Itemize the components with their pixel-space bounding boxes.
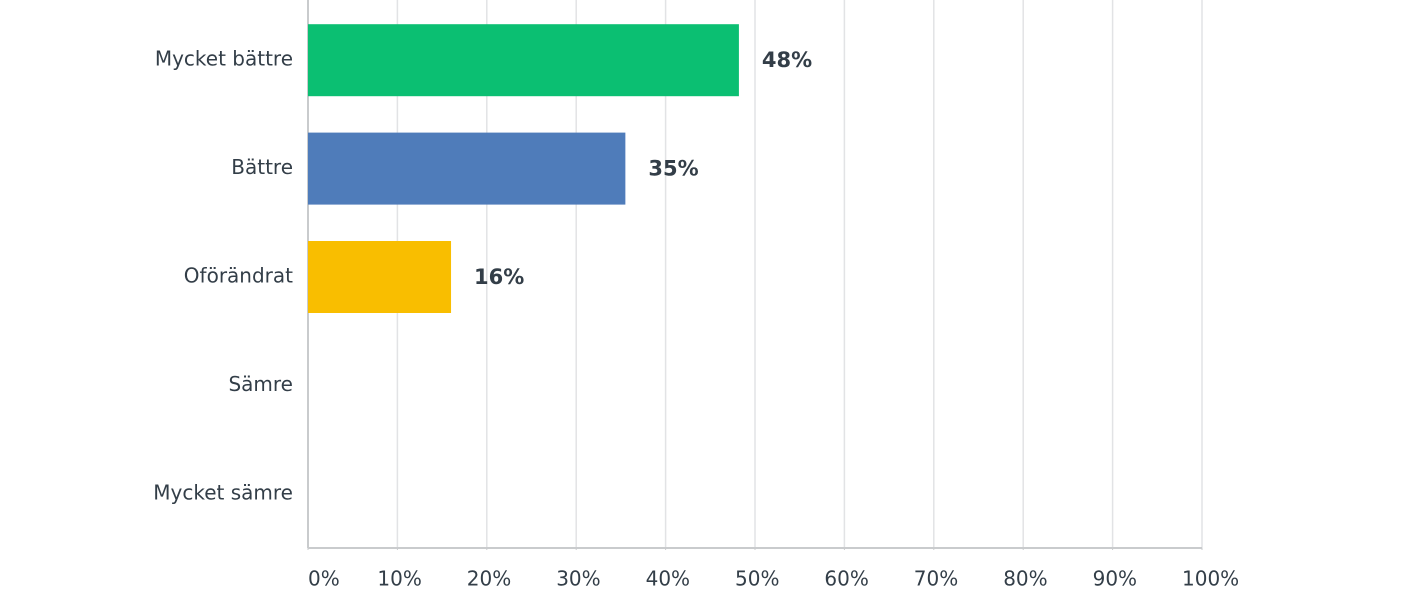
bar [308, 132, 626, 205]
value-label: 48% [762, 48, 812, 72]
x-tick-label: 30% [556, 567, 600, 591]
y-tick-label: Mycket bättre [155, 47, 293, 71]
x-tick-label: 100% [1182, 567, 1239, 591]
value-label: 16% [474, 265, 524, 289]
y-tick-label: Oförändrat [184, 264, 293, 288]
x-tick-label: 20% [467, 567, 511, 591]
y-tick-label: Sämre [228, 372, 293, 396]
y-tick-label: Mycket sämre [153, 480, 293, 504]
x-tick-label: 40% [646, 567, 690, 591]
x-tick-label: 10% [377, 567, 421, 591]
x-tick-label: 60% [824, 567, 868, 591]
x-tick-label: 0% [308, 567, 340, 591]
x-tick-label: 90% [1093, 567, 1137, 591]
bar [308, 24, 739, 97]
bar [308, 241, 452, 313]
y-tick-label: Bättre [231, 155, 293, 179]
x-tick-label: 50% [735, 567, 779, 591]
value-label: 35% [648, 157, 698, 181]
x-tick-label: 80% [1003, 567, 1047, 591]
x-tick-label: 70% [914, 567, 958, 591]
